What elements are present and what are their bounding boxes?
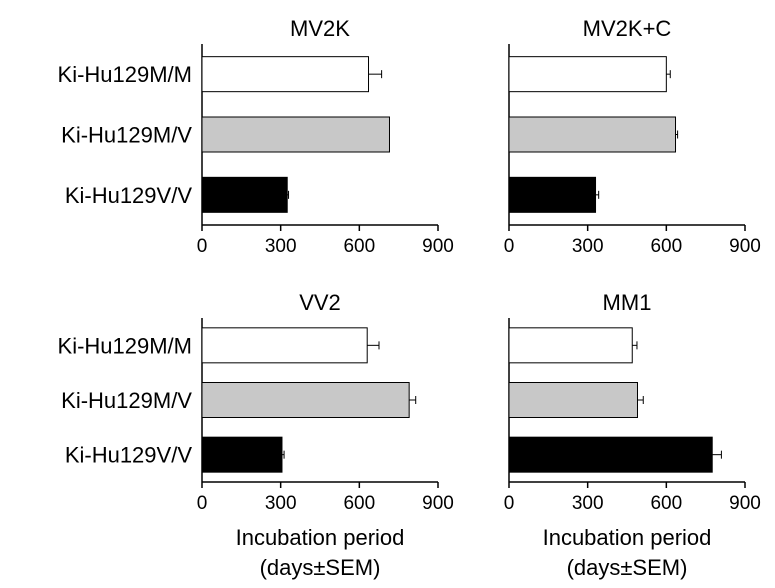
panel-1-x-tick-label: 600 (343, 236, 375, 257)
panel-2-x-tick-label: 600 (650, 236, 682, 257)
panel-3-title: VV2 (299, 290, 341, 315)
panel-1-category-label: Ki-Hu129M/M (58, 62, 192, 87)
panel-3-x-tick-label: 300 (265, 493, 297, 514)
panel-4-title: MM1 (603, 290, 652, 315)
panel-4-x-tick-label: 900 (729, 493, 761, 514)
panel-1-bar (201, 56, 370, 93)
panel-1-category-label: Ki-Hu129M/V (61, 123, 192, 148)
panel-3-x-axis-label: (days±SEM) (260, 555, 381, 580)
panel-2-bar (508, 56, 667, 93)
panel-4-bar (508, 327, 633, 364)
panel-2-x-tick-label: 300 (572, 236, 604, 257)
panel-1-x-tick-label: 0 (197, 236, 208, 257)
panel-4-x-axis-label: (days±SEM) (567, 555, 688, 580)
panel-3-x-tick-label: 0 (197, 493, 208, 514)
panel-1-x-tick-label: 300 (265, 236, 297, 257)
panel-3-category-label: Ki-Hu129M/V (61, 388, 192, 413)
panel-1-category-label: Ki-Hu129V/V (65, 183, 193, 208)
panel-3-category-label: Ki-Hu129M/M (58, 333, 192, 358)
panel-3-bar (201, 327, 368, 364)
panel-1-x-tick-label: 900 (422, 236, 454, 257)
panel-3-x-tick-label: 600 (343, 493, 375, 514)
panel-3-bar (201, 436, 283, 473)
panel-4-x-tick-label: 600 (650, 493, 682, 514)
panel-3-bar (201, 382, 410, 418)
panel-1-title: MV2K (290, 16, 350, 41)
panel-2-x-tick-label: 900 (729, 236, 761, 257)
panel-4-x-tick-label: 300 (572, 493, 604, 514)
panel-4-x-tick-label: 0 (504, 493, 515, 514)
panel-3-x-tick-label: 900 (422, 493, 454, 514)
panel-4-bar (508, 382, 638, 418)
panel-2-title: MV2K+C (583, 16, 672, 41)
panel-1-bar (201, 116, 390, 153)
panel-2-x-tick-label: 0 (504, 236, 515, 257)
panel-2-bar (508, 116, 677, 153)
panel-3-category-label: Ki-Hu129V/V (65, 443, 193, 468)
panel-3-x-axis-label: Incubation period (236, 525, 405, 550)
panel-4-x-axis-label: Incubation period (543, 525, 712, 550)
panel-1-bar (201, 176, 288, 213)
panel-4-bar (508, 436, 713, 473)
panel-2-bar (508, 176, 597, 213)
